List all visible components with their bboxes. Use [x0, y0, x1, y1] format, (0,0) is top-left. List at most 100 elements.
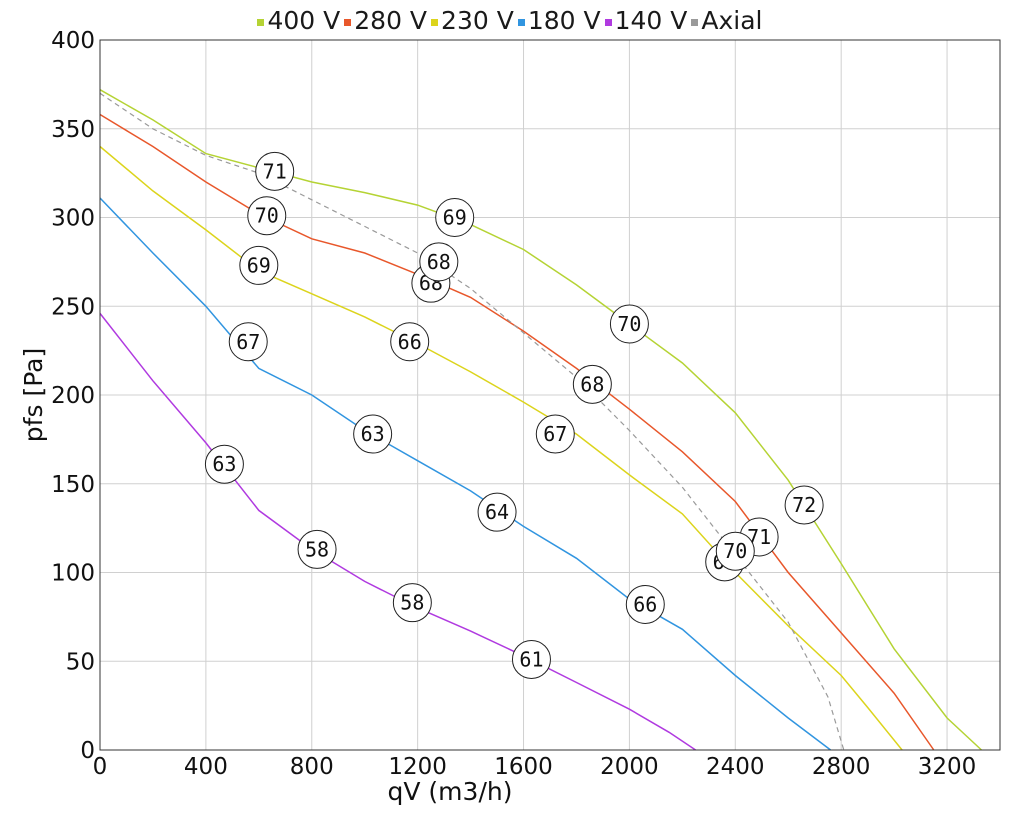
- data-label-text: 68: [427, 250, 451, 274]
- data-label: 67: [228, 322, 268, 362]
- x-tick-label: 800: [290, 754, 334, 780]
- data-label-text: 64: [485, 500, 509, 524]
- data-label: 58: [392, 583, 432, 623]
- x-tick-label: 1200: [388, 754, 447, 780]
- data-label: 71: [255, 151, 295, 191]
- data-label-text: 63: [361, 422, 385, 446]
- data-label-circle: [239, 245, 279, 285]
- data-label-text: 69: [443, 206, 467, 230]
- series-line: [99, 197, 832, 751]
- x-tick-label: 1600: [494, 754, 553, 780]
- data-label-circle: [228, 322, 268, 362]
- data-label-circle: [255, 151, 295, 191]
- data-label-circle: [419, 242, 459, 282]
- x-tick-label: 400: [184, 754, 228, 780]
- y-tick-label: 300: [51, 206, 95, 232]
- data-label-text: 67: [543, 422, 567, 446]
- data-label-circle: [511, 639, 551, 679]
- data-label-circle: [297, 529, 337, 569]
- y-tick-label: 350: [51, 117, 95, 143]
- y-tick-label: 200: [51, 383, 95, 409]
- legend-label: 180 V: [527, 6, 601, 35]
- series-line: [99, 145, 903, 751]
- data-label: 68: [572, 364, 612, 404]
- data-label: 67: [535, 414, 575, 454]
- data-label-text: 63: [212, 452, 236, 476]
- x-tick-label: 2400: [706, 754, 765, 780]
- y-tick-label: 400: [51, 28, 95, 54]
- x-tick-label: 0: [93, 754, 108, 780]
- legend-item: 230 V: [431, 6, 514, 35]
- data-label: 63: [204, 444, 244, 484]
- data-label-circle: [204, 444, 244, 484]
- legend-swatch: [517, 18, 525, 26]
- data-label-circle: [353, 414, 393, 454]
- plot-frame: [99, 39, 1001, 751]
- x-axis-label: qV (m3/h): [388, 777, 513, 806]
- data-label-text: 70: [617, 312, 641, 336]
- legend-label: 400 V: [267, 6, 341, 35]
- data-label: 63: [353, 414, 393, 454]
- legend-label: 230 V: [441, 6, 514, 35]
- y-tick-label: 250: [51, 294, 95, 320]
- legend-item: 280 V: [344, 6, 427, 35]
- legend-swatch: [431, 18, 439, 26]
- data-label: 70: [247, 196, 287, 236]
- data-label-circle: [572, 364, 612, 404]
- data-label: 66: [390, 322, 430, 362]
- legend-item: Axial: [691, 6, 763, 35]
- legend-swatch: [257, 18, 265, 26]
- data-label-text: 58: [305, 537, 329, 561]
- legend-label: 140 V: [614, 6, 688, 35]
- data-label: 61: [511, 639, 551, 679]
- y-axis-label: pfs [Pa]: [19, 348, 48, 442]
- legend-item: 400 V: [257, 6, 340, 35]
- data-label-text: 66: [398, 330, 422, 354]
- data-label-circle: [609, 304, 649, 344]
- data-label-text: 72: [792, 493, 816, 517]
- data-label-text: 70: [723, 539, 747, 563]
- y-tick-label: 50: [66, 649, 95, 675]
- data-label: 71: [739, 517, 779, 557]
- legend-label: Axial: [701, 6, 763, 35]
- legend: 400 V 280 V 230 V 180 V 140 V Axial: [0, 6, 1020, 35]
- data-label-text: 58: [400, 591, 424, 615]
- data-label-circle: [784, 485, 824, 525]
- data-label: 69: [435, 198, 475, 237]
- legend-label: 280 V: [354, 6, 428, 35]
- y-tick-label: 0: [80, 738, 95, 764]
- data-label-text: 69: [247, 253, 271, 277]
- data-label-circle: [392, 583, 432, 623]
- series-line: [99, 92, 845, 751]
- data-label-text: 61: [519, 647, 543, 671]
- legend-swatch: [344, 18, 352, 26]
- data-label-text: 66: [633, 592, 657, 616]
- data-label: 68: [419, 242, 459, 282]
- x-tick-label: 3200: [918, 754, 977, 780]
- y-tick-label: 100: [51, 561, 95, 587]
- y-tick-label: 150: [51, 472, 95, 498]
- series-line: [99, 89, 983, 751]
- data-label: 66: [625, 584, 665, 624]
- legend-swatch: [604, 18, 612, 26]
- data-label-circle: [477, 492, 517, 532]
- x-tick-label: 2800: [812, 754, 871, 780]
- data-label-circle: [390, 322, 430, 362]
- data-label-circle: [715, 531, 755, 571]
- series-line: [99, 113, 935, 751]
- data-label: 69: [239, 245, 279, 285]
- data-label-circle: [435, 198, 475, 237]
- data-label-circle: [247, 196, 287, 236]
- data-label: 72: [784, 485, 824, 525]
- data-label-text: 70: [255, 204, 279, 228]
- legend-swatch: [691, 18, 699, 26]
- data-label-circle: [625, 584, 665, 624]
- data-label: 64: [477, 492, 517, 532]
- data-label-circle: [535, 414, 575, 454]
- data-label-text: 67: [236, 330, 260, 354]
- data-label-text: 71: [263, 159, 287, 183]
- data-label: 70: [715, 531, 755, 571]
- legend-item: 180 V: [517, 6, 601, 35]
